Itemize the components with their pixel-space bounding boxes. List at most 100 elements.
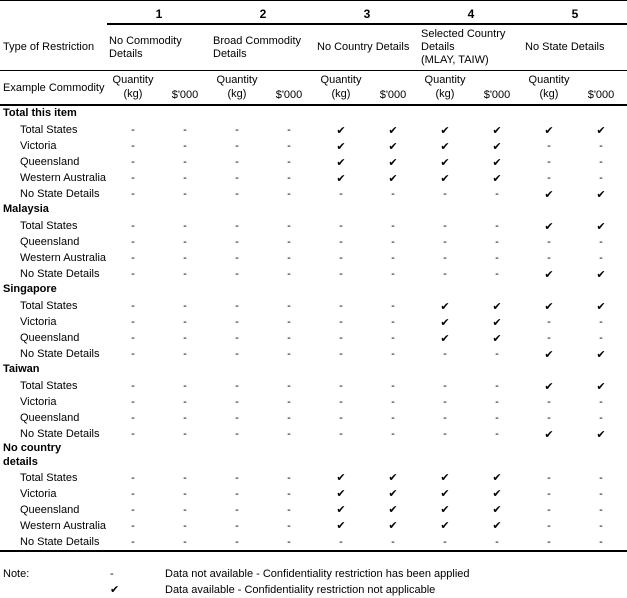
dash-mark: - bbox=[235, 471, 239, 484]
dash-mark: - bbox=[339, 396, 343, 408]
check-mark: ✔ bbox=[544, 380, 554, 393]
row-label: Victoria bbox=[20, 396, 57, 408]
dash-mark: - bbox=[287, 503, 291, 516]
dash-mark: - bbox=[131, 252, 135, 264]
section-header-row: Singapore bbox=[0, 282, 627, 298]
dash-mark: - bbox=[235, 535, 239, 548]
check-mark: ✔ bbox=[388, 124, 398, 137]
row-label: Queensland bbox=[20, 156, 80, 168]
dash-mark: - bbox=[131, 535, 135, 548]
dash-mark: - bbox=[391, 316, 395, 328]
section-header-row: Total this item bbox=[0, 105, 627, 122]
dash-mark: - bbox=[131, 236, 135, 248]
check-mark: ✔ bbox=[440, 156, 450, 169]
dash-mark: - bbox=[131, 316, 135, 328]
dash-mark: - bbox=[183, 124, 187, 136]
dash-mark: - bbox=[183, 188, 187, 200]
dash-mark: - bbox=[183, 487, 187, 500]
section-title: Singapore bbox=[3, 283, 57, 296]
dash-mark: - bbox=[235, 188, 239, 200]
dash-mark: - bbox=[287, 140, 291, 152]
dash-mark: - bbox=[547, 396, 551, 408]
quantity-header: Quantity (kg) bbox=[315, 70, 367, 106]
row-label: Western Australia bbox=[20, 252, 107, 264]
check-mark: ✔ bbox=[492, 488, 502, 500]
check-mark: ✔ bbox=[596, 380, 606, 393]
note-dash-text: Data not available - Confidentiality res… bbox=[165, 567, 470, 580]
dash-mark: - bbox=[547, 519, 551, 532]
dash-mark: - bbox=[235, 236, 239, 248]
example-commodity-label: Example Commodity bbox=[0, 70, 107, 106]
restriction-type-label: Broad Commodity Details bbox=[213, 34, 302, 60]
check-mark: ✔ bbox=[336, 156, 346, 169]
row-label: Queensland bbox=[20, 503, 80, 516]
section-header-row: No country details bbox=[0, 442, 627, 470]
note-label-spacer bbox=[0, 582, 110, 598]
dash-mark: - bbox=[339, 380, 343, 392]
dash-mark: - bbox=[547, 236, 551, 248]
dash-mark: - bbox=[443, 236, 447, 248]
check-mark: ✔ bbox=[596, 428, 606, 441]
dash-mark: - bbox=[287, 471, 291, 484]
dash-mark: - bbox=[599, 503, 603, 516]
dash-mark: - bbox=[547, 252, 551, 264]
dash-mark: - bbox=[599, 396, 603, 408]
dash-mark: - bbox=[287, 252, 291, 264]
dash-mark: - bbox=[235, 487, 239, 500]
row-label: Queensland bbox=[20, 412, 80, 424]
dash-mark: - bbox=[339, 188, 343, 200]
check-mark: ✔ bbox=[388, 488, 398, 500]
dash-mark: - bbox=[599, 316, 603, 328]
dash-mark: - bbox=[495, 268, 499, 280]
check-mark: ✔ bbox=[544, 124, 554, 137]
row-label: Victoria bbox=[20, 140, 57, 152]
dash-mark: - bbox=[235, 268, 239, 280]
dash-mark: - bbox=[131, 300, 135, 312]
dash-mark: - bbox=[339, 300, 343, 312]
check-mark: ✔ bbox=[440, 520, 450, 532]
dash-mark: - bbox=[287, 124, 291, 136]
dash-mark: - bbox=[599, 140, 603, 152]
dash-mark: - bbox=[235, 396, 239, 408]
table-row: Western Australia - - - - - - - - - - bbox=[0, 250, 627, 266]
check-mark: ✔ bbox=[336, 124, 346, 137]
row-label: Victoria bbox=[20, 316, 57, 328]
dash-mark: - bbox=[443, 252, 447, 264]
dash-mark: - bbox=[235, 252, 239, 264]
dash-mark: - bbox=[183, 471, 187, 484]
dash-mark: - bbox=[235, 140, 239, 152]
dash-mark: - bbox=[235, 172, 239, 184]
dash-mark: - bbox=[183, 428, 187, 440]
dash-mark: - bbox=[131, 348, 135, 360]
dash-mark: - bbox=[287, 156, 291, 168]
dash-mark: - bbox=[391, 220, 395, 232]
dash-mark: - bbox=[235, 503, 239, 516]
dash-mark: - bbox=[287, 220, 291, 232]
dash-mark: - bbox=[443, 412, 447, 424]
dash-mark: - bbox=[599, 236, 603, 248]
row-label: Total States bbox=[20, 220, 78, 232]
quantity-header: Quantity (kg) bbox=[107, 70, 159, 106]
dash-mark: - bbox=[391, 428, 395, 440]
dash-mark: - bbox=[131, 172, 135, 184]
check-mark: ✔ bbox=[596, 348, 606, 361]
dash-mark: - bbox=[547, 316, 551, 328]
check-mark: ✔ bbox=[440, 140, 450, 153]
check-mark: ✔ bbox=[440, 488, 450, 500]
table-row: No State Details - - - - - - - - ✔ ✔ bbox=[0, 426, 627, 442]
check-mark: ✔ bbox=[492, 332, 502, 345]
table-row: Victoria - - - - ✔ ✔ ✔ ✔ - - bbox=[0, 486, 627, 502]
row-label: Queensland bbox=[20, 332, 80, 344]
check-mark: ✔ bbox=[544, 188, 554, 201]
section-title: No country details bbox=[3, 442, 62, 468]
check-mark: ✔ bbox=[544, 428, 554, 441]
column-number: 3 bbox=[315, 0, 419, 25]
dash-mark: - bbox=[235, 348, 239, 360]
dash-mark: - bbox=[235, 220, 239, 232]
check-mark: ✔ bbox=[596, 300, 606, 313]
dash-mark: - bbox=[599, 412, 603, 424]
dash-mark: - bbox=[183, 396, 187, 408]
restriction-type-label: No Commodity Details bbox=[109, 34, 182, 60]
